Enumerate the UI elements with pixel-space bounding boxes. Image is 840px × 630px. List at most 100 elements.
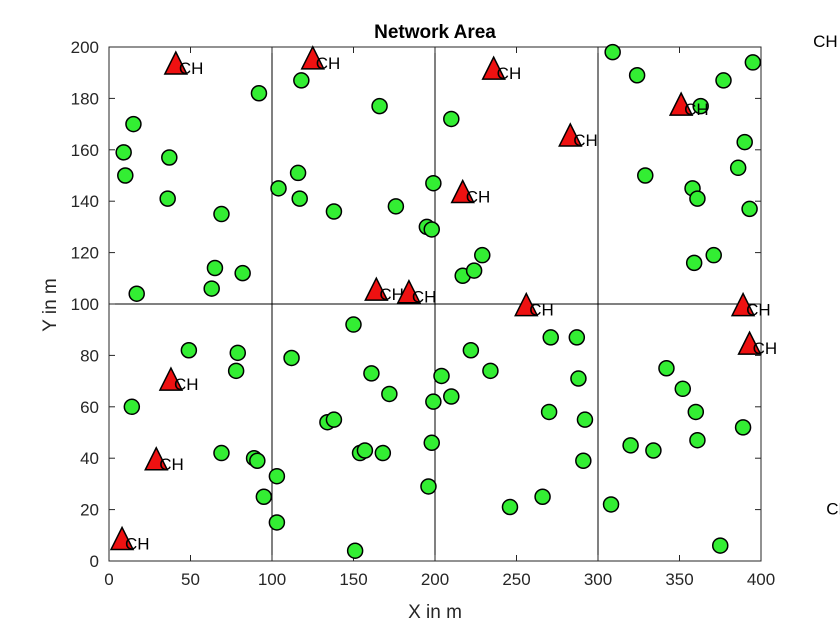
y-tick-label: 80: [80, 346, 99, 365]
cluster-head-label: CH: [379, 285, 404, 304]
sensor-node: [227, 362, 245, 380]
sensor-node: [741, 200, 758, 218]
x-tick-label: 350: [665, 570, 693, 589]
sensor-node: [637, 167, 654, 184]
sensor-node: [705, 246, 722, 264]
sensor-node: [234, 264, 251, 282]
cluster-head-node: [737, 330, 762, 355]
sensor-node: [159, 190, 176, 207]
sensor-node: [117, 167, 134, 184]
sensor-node: [744, 54, 762, 71]
cluster-head-node: [163, 50, 189, 75]
cluster-head-label: CH: [497, 64, 522, 83]
sensor-node: [433, 367, 450, 385]
cluster-head-node: [481, 55, 506, 80]
sensor-node: [125, 115, 142, 133]
cluster-head-node: [730, 291, 756, 317]
sensor-node: [423, 221, 440, 238]
y-tick-label: 40: [80, 449, 99, 468]
sensor-node: [381, 385, 398, 403]
sensor-node: [443, 388, 460, 405]
cluster-head-node: [450, 178, 475, 204]
cluster-head-label: CH: [174, 375, 199, 394]
stray-ch-label: CH: [826, 500, 840, 519]
sensor-node: [229, 344, 247, 362]
sensor-node: [423, 434, 440, 452]
sensor-node: [501, 498, 519, 516]
x-tick-label: 250: [502, 570, 530, 589]
sensor-node: [462, 342, 480, 359]
cluster-head-label: CH: [746, 301, 771, 320]
sensor-node: [123, 398, 141, 416]
sensor-node: [474, 246, 491, 264]
sensor-node: [685, 254, 703, 272]
sensor-node: [387, 198, 405, 215]
sensor-node: [371, 97, 388, 115]
sensor-node: [425, 393, 442, 410]
x-axis-label: X in m: [408, 602, 462, 623]
sensor-node: [161, 149, 178, 166]
cluster-head-label: CH: [125, 534, 150, 553]
x-tick-label: 100: [258, 570, 286, 589]
sensor-node: [180, 342, 198, 359]
sensor-node: [268, 514, 286, 531]
sensor-node: [602, 496, 620, 513]
sensor-node: [206, 259, 224, 277]
sensor-node: [542, 329, 559, 346]
sensor-node: [689, 431, 706, 449]
sensor-node: [734, 419, 752, 436]
y-tick-label: 0: [90, 552, 99, 571]
x-tick-label: 200: [421, 570, 449, 589]
sensor-node: [568, 329, 586, 346]
y-tick-label: 140: [71, 192, 99, 211]
cluster-head-label: CH: [466, 187, 491, 206]
cluster-head-node: [300, 45, 325, 70]
sensor-node: [420, 478, 437, 495]
sensor-node: [443, 110, 460, 128]
sensor-node: [291, 190, 308, 207]
stray-ch-label: CH: [813, 32, 838, 51]
sensor-node: [645, 442, 662, 459]
sensor-node: [213, 205, 230, 223]
stray-labels: CH CH: [813, 32, 840, 519]
sensor-node: [736, 133, 753, 151]
sensor-node: [534, 488, 551, 505]
sensor-node: [128, 285, 145, 302]
sensor-node: [712, 537, 729, 554]
sensor-node: [115, 144, 132, 161]
cluster-head-label: CH: [412, 288, 437, 307]
cluster-head-label: CH: [179, 59, 204, 78]
sensor-node: [213, 444, 230, 462]
y-tick-label: 200: [71, 38, 99, 57]
cluster-head-label: CH: [753, 339, 778, 358]
sensor-node: [325, 203, 343, 220]
sensor-node: [250, 85, 268, 102]
cluster-head-node: [158, 366, 184, 391]
sensor-node: [622, 437, 639, 454]
sensor-node: [628, 67, 646, 84]
sensor-node: [482, 362, 499, 380]
x-tick-label: 300: [584, 570, 612, 589]
sensor-node: [674, 380, 692, 398]
sensor-node: [203, 280, 220, 297]
cluster-head-node: [396, 279, 422, 304]
y-axis-label: Y in m: [40, 278, 61, 332]
sensor-node: [283, 349, 300, 367]
plot-area: [108, 46, 762, 562]
sensor-node: [363, 365, 380, 382]
x-axis: 0 50 100 150 200 250 300 350 400: [104, 47, 775, 589]
sensor-node: [255, 488, 273, 505]
cluster-head-node: [668, 91, 694, 116]
sensor-node: [729, 159, 747, 177]
sensor-node: [687, 403, 705, 421]
x-tick-label: 400: [747, 570, 775, 589]
sensor-node: [465, 262, 483, 279]
sensor-node: [425, 174, 442, 192]
sensor-node: [689, 190, 706, 207]
cluster-head-label: CH: [573, 131, 598, 150]
sensor-node: [576, 411, 594, 428]
sensor-node: [346, 542, 364, 559]
y-tick-label: 180: [71, 89, 99, 108]
x-tick-label: 50: [181, 570, 200, 589]
